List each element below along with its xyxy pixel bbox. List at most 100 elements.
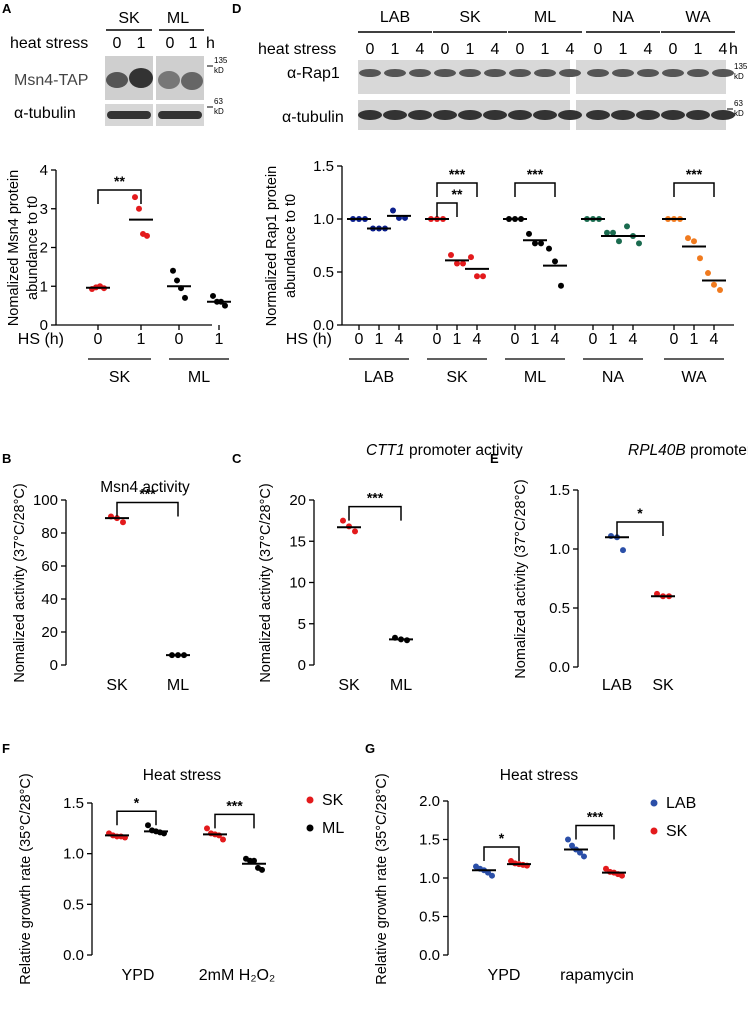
- y-tick-label: 0.0: [419, 947, 440, 964]
- legend-label: ML: [322, 820, 344, 837]
- blot-d-band-tubulin: [433, 110, 457, 120]
- y-tick-label: 2: [40, 240, 48, 257]
- blot-a-tp-3: 1: [189, 35, 198, 52]
- x-row-label: HS (h): [286, 331, 332, 348]
- blot-a-marker1-num: 135: [214, 56, 228, 65]
- blot-d-heat-stress-label: heat stress: [258, 41, 336, 58]
- significance-bracket: [436, 202, 458, 217]
- blot-a-tp-0: 0: [113, 35, 122, 52]
- data-point: [204, 825, 210, 832]
- data-point: [619, 872, 625, 879]
- chart-title: Msn4 activity: [100, 479, 190, 496]
- data-point: [132, 194, 138, 201]
- y-axis-label: Relative growth rate (35°C/28°C): [374, 773, 390, 984]
- y-axis-label-line1: Normalized Rap1 protein: [264, 166, 280, 326]
- group-label: ML: [524, 369, 546, 386]
- data-point: [460, 260, 466, 267]
- data-point: [251, 857, 257, 864]
- y-tick-label: 1.5: [419, 832, 440, 849]
- y-axis-label: Nomalized Msn4 protein abundance to t0: [6, 170, 41, 326]
- y-axis-label: Normalized Rap1 protein abundance to t0: [264, 166, 299, 326]
- blot-d-row1-label: α-Rap1: [287, 65, 340, 82]
- data-point: [340, 517, 346, 524]
- data-point: [581, 853, 587, 860]
- y-axis-label-line1: Nomalized Msn4 protein: [6, 170, 22, 326]
- panel-letter-b: B: [2, 451, 11, 466]
- x-tick-label: 4: [473, 331, 482, 348]
- y-axis-label-line2: abundance to t0: [283, 194, 299, 298]
- blot-d-band-rap1: [359, 69, 381, 77]
- x-tick-label: 0: [670, 331, 679, 348]
- data-point: [685, 235, 691, 242]
- blot-d-band-tubulin: [636, 110, 660, 120]
- blot-d-row2-label: α-tubulin: [282, 109, 344, 126]
- blot-d-band-tubulin: [661, 110, 685, 120]
- y-tick-label: 5: [298, 616, 306, 633]
- blot-d-timepoint: 1: [391, 41, 400, 58]
- data-point: [538, 240, 544, 247]
- blot-a-row2-label: α-tubulin: [14, 105, 76, 122]
- data-point: [220, 836, 226, 843]
- blot-d-band-rap1: [434, 69, 456, 77]
- legend-marker: [650, 827, 658, 835]
- x-tick-label: 0: [511, 331, 520, 348]
- y-tick-label: 4: [40, 162, 48, 179]
- panel-letter-c: C: [232, 451, 242, 466]
- blot-d-band-tubulin: [358, 110, 382, 120]
- data-point: [552, 258, 558, 265]
- significance-bracket: [616, 521, 664, 537]
- panel-letter-g: G: [365, 741, 375, 756]
- significance-bracket: [348, 505, 402, 521]
- data-point: [532, 240, 538, 247]
- blot-d-timepoint: 4: [491, 41, 500, 58]
- panel-letter-d: D: [232, 1, 241, 16]
- chart-title: Heat stress: [143, 767, 222, 784]
- significance-stars: ***: [367, 490, 384, 506]
- blot-a-group-ml: ML: [167, 10, 189, 27]
- y-axis-label: Relative growth rate (35°C/28°C): [18, 773, 34, 984]
- panel-letter-e: E: [490, 451, 499, 466]
- y-axis-label: Nomalized activity (37°C/28°C): [513, 479, 529, 678]
- x-tick-label: 1: [375, 331, 384, 348]
- chart-f: 0.0 0.5 1.0 1.5 Relative growth rate (35°C/2…: [18, 767, 344, 985]
- y-axis-label: Nomalized activity (37°C/28°C): [258, 483, 274, 682]
- y-tick-label: 3: [40, 201, 48, 218]
- y-tick-label: 20: [41, 624, 58, 641]
- chart-g: 0.0 0.5 1.0 1.5 2.0 Relative growth rate (35°…: [374, 767, 696, 985]
- blot-d-band-tubulin: [611, 110, 635, 120]
- y-tick-label: 1.0: [63, 846, 84, 863]
- y-tick-label: 0.0: [549, 659, 570, 676]
- y-tick-label: 0: [40, 317, 48, 334]
- legend-label: SK: [322, 792, 344, 809]
- data-point: [489, 872, 495, 879]
- blot-d-timepoint: 4: [416, 41, 425, 58]
- blot-d-marker1-unit: kD: [734, 72, 744, 81]
- blot-d-timepoint: 0: [669, 41, 678, 58]
- y-tick-label: 20: [289, 492, 306, 509]
- x-tick-label: 4: [395, 331, 404, 348]
- y-tick-label: 0.5: [63, 896, 84, 913]
- x-category-label: YPD: [488, 967, 521, 984]
- x-category-label: SK: [652, 677, 674, 694]
- data-point: [569, 842, 575, 849]
- data-point: [526, 230, 532, 237]
- x-category-label: 2mM H₂O₂: [199, 967, 275, 984]
- blot-d-band-tubulin: [586, 110, 610, 120]
- data-point: [636, 240, 642, 247]
- blot-a-marker2-unit: kD: [214, 107, 224, 116]
- chart-title-gene: RPL40B: [628, 442, 686, 459]
- x-category-label: SK: [338, 677, 360, 694]
- blot-d-band-tubulin: [711, 110, 735, 120]
- blot-d-group-ml: ML: [534, 9, 556, 26]
- data-point: [604, 229, 610, 236]
- blot-d-timepoint: 1: [466, 41, 475, 58]
- blot-d-band-rap1: [587, 69, 609, 77]
- x-tick-label: 0: [433, 331, 442, 348]
- significance-bracket: [214, 813, 255, 829]
- blot-d-timepoint: 0: [594, 41, 603, 58]
- data-point: [691, 238, 697, 245]
- chart-d: 0.0 0.5 1.0 1.5 Normalized Rap1 protein abund…: [264, 158, 734, 386]
- x-tick-label: 4: [551, 331, 560, 348]
- x-category-label: rapamycin: [560, 967, 634, 984]
